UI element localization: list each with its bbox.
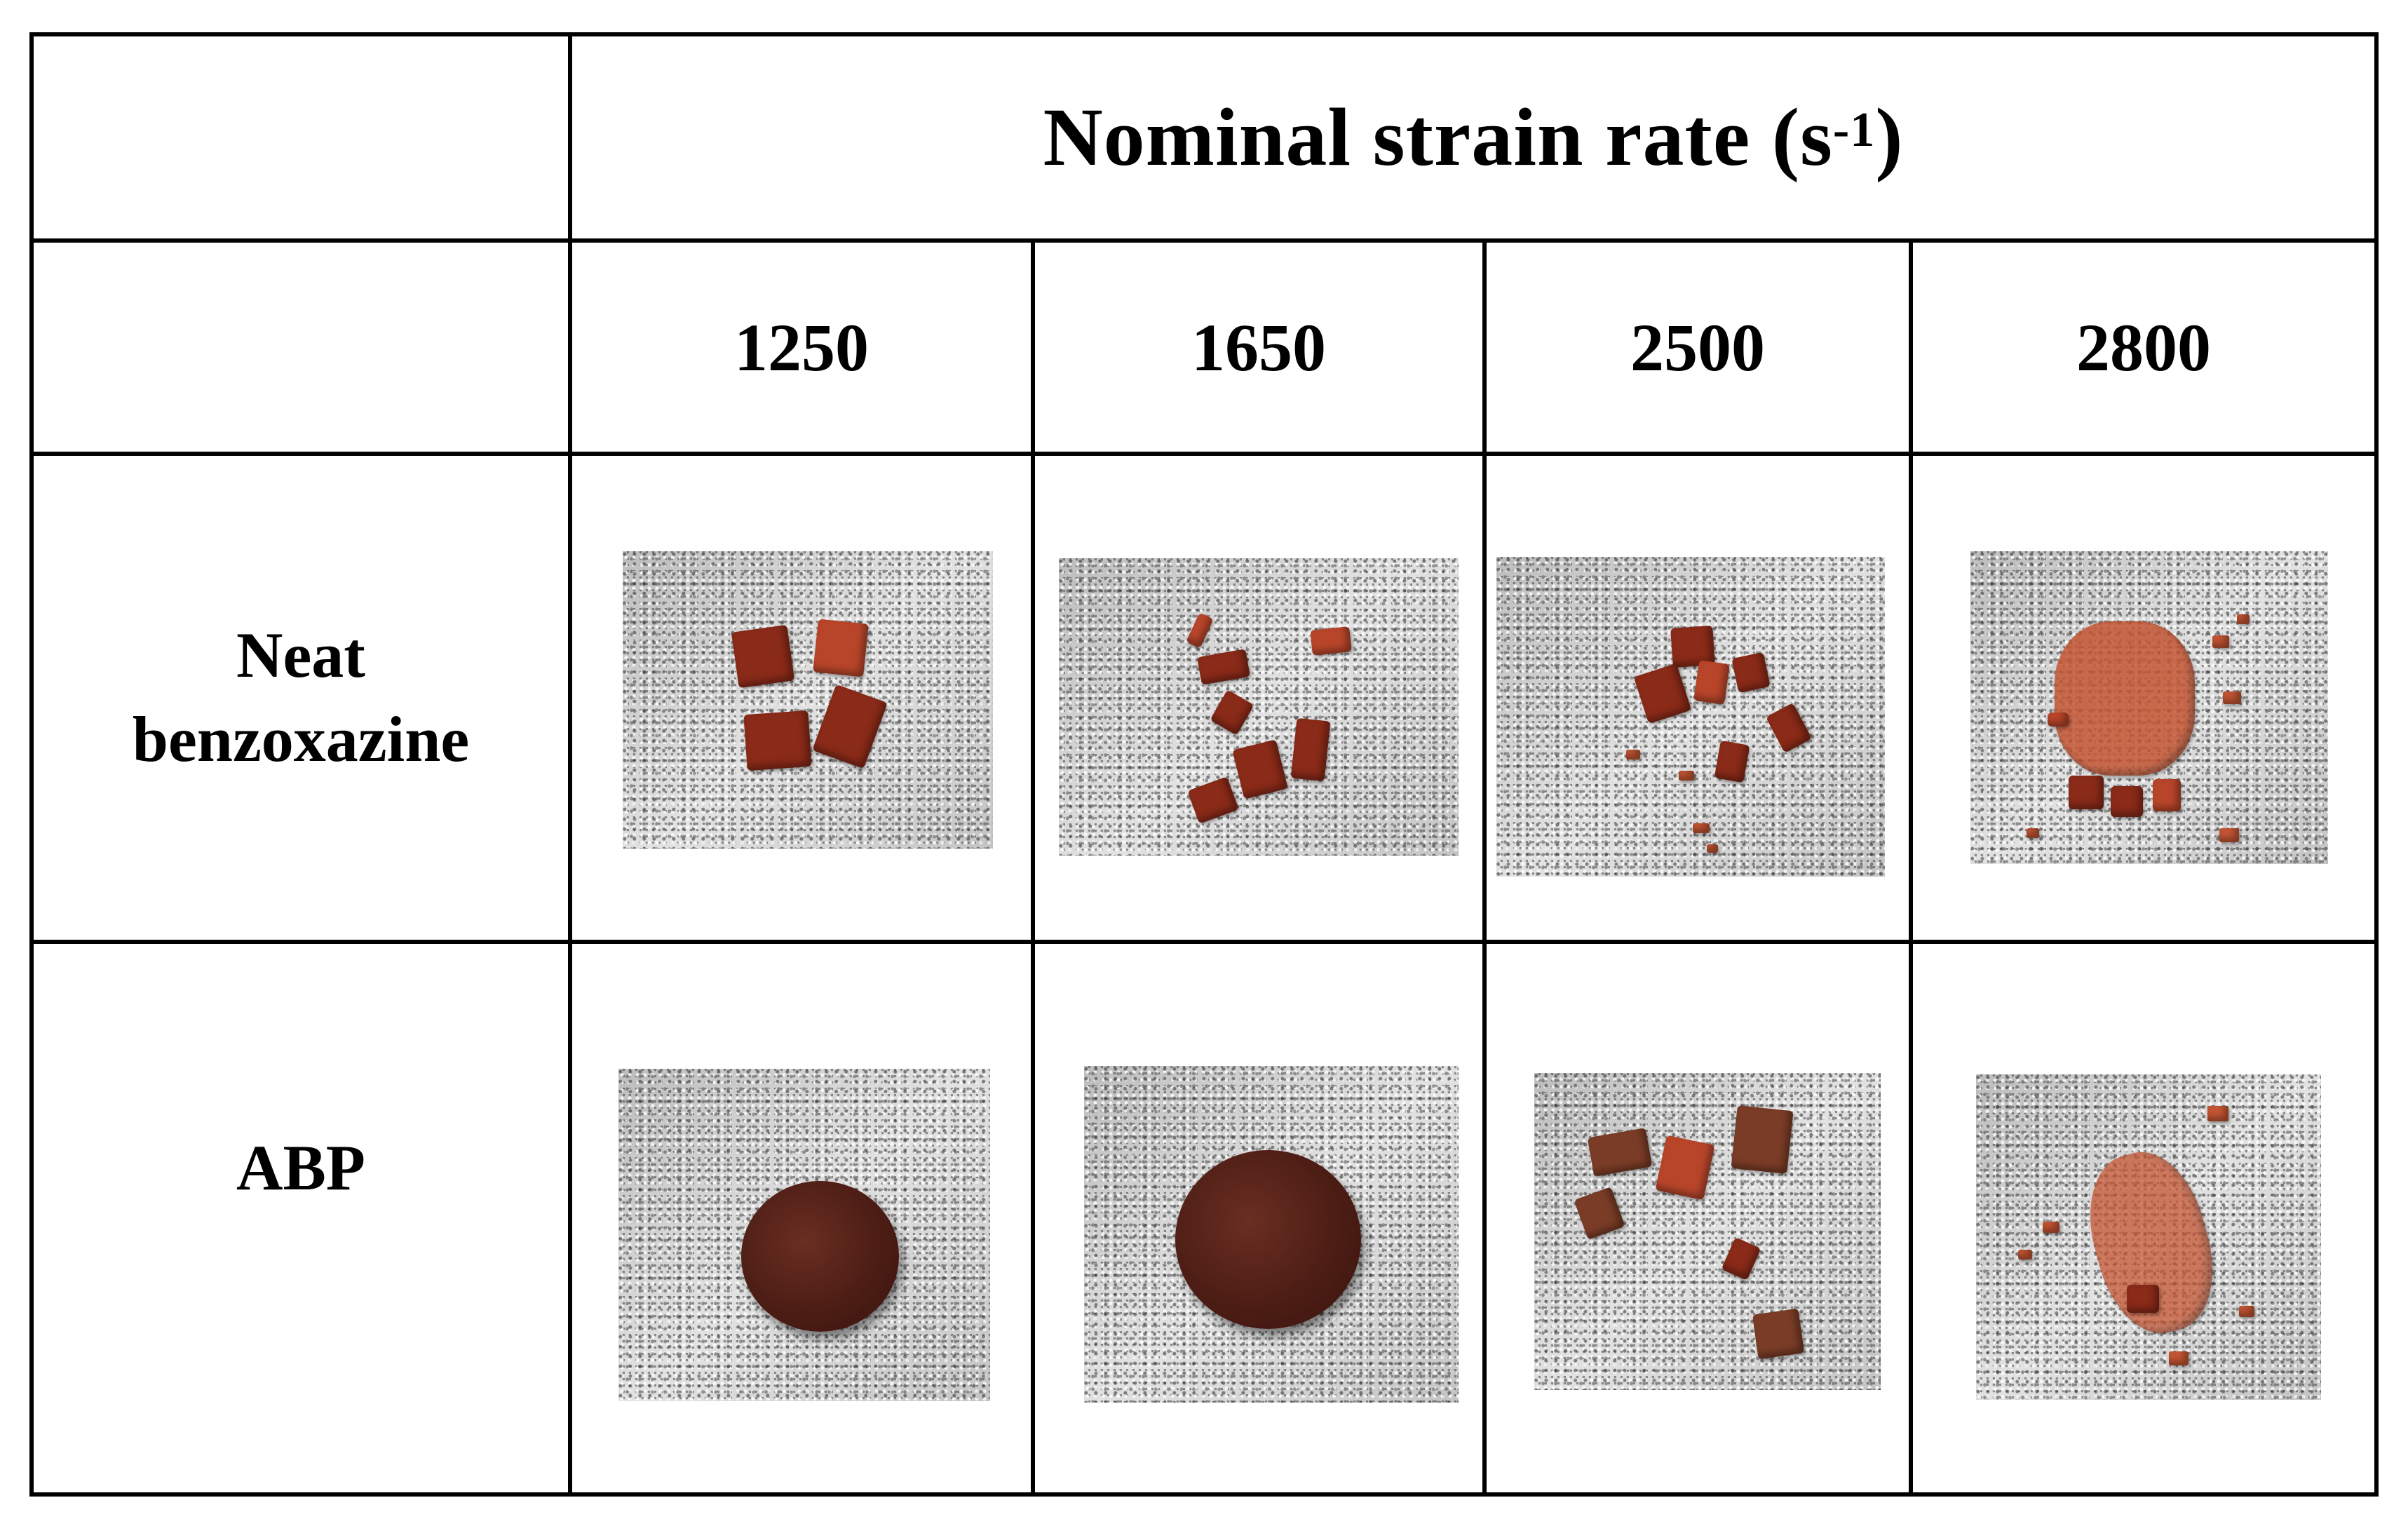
- fragment: [2219, 828, 2239, 842]
- specimen-photo-abp-1650: [1084, 1066, 1459, 1403]
- fragment: [2207, 1106, 2228, 1121]
- row-label-line: benzoxazine: [132, 703, 470, 775]
- fragment: [1290, 717, 1331, 782]
- specimen-photo-neat-2800: [1970, 551, 2328, 864]
- row-label-line: Neat: [236, 619, 365, 691]
- title-superscript: -1: [1832, 103, 1876, 157]
- fragment: [812, 684, 888, 769]
- table-divider: [1909, 238, 1913, 1497]
- fragment: [1655, 1135, 1715, 1201]
- fragment: [2237, 614, 2250, 624]
- fragment: [1626, 750, 1640, 759]
- specimen-disc: [1175, 1150, 1361, 1329]
- fragment: [1210, 689, 1254, 736]
- fragment: [2069, 776, 2104, 809]
- fragment: [813, 619, 869, 677]
- specimen-disc: [741, 1181, 899, 1332]
- fragment: [1693, 660, 1730, 705]
- table-divider: [1482, 238, 1487, 1497]
- fragment: [2239, 1306, 2254, 1317]
- fragment: [1721, 1237, 1761, 1281]
- fragment: [2048, 713, 2069, 727]
- specimen-photo-abp-1250: [618, 1069, 990, 1401]
- strain-rate-header: 2800: [2076, 309, 2211, 385]
- table-divider: [29, 452, 2379, 456]
- fragment: [2111, 786, 2143, 817]
- table-divider: [568, 32, 572, 1497]
- row-label-abp: ABP: [34, 944, 568, 1393]
- fragment: [1232, 739, 1288, 799]
- fragment: [2074, 1140, 2229, 1346]
- specimen-photo-neat-2500: [1496, 557, 1885, 877]
- fragment: [1574, 1187, 1625, 1240]
- fragment: [2127, 1285, 2159, 1313]
- table-divider: [1031, 238, 1035, 1497]
- specimen-photo-abp-2500: [1534, 1073, 1881, 1390]
- fragment: [1765, 703, 1813, 753]
- fragment: [2055, 621, 2195, 776]
- strain-rate-header: 2500: [1630, 309, 1765, 385]
- table-divider: [29, 940, 2379, 944]
- specimen-photo-neat-1250: [623, 551, 993, 849]
- fragment: [1752, 1308, 1805, 1360]
- fragment: [2153, 779, 2181, 811]
- fragment: [1633, 663, 1692, 724]
- fragment: [1187, 776, 1239, 824]
- specimen-photo-neat-1650: [1059, 558, 1459, 856]
- title-text: Nominal strain rate (s: [1043, 91, 1833, 183]
- fragment: [2027, 828, 2039, 838]
- fragment: [2212, 635, 2229, 648]
- fragment: [1310, 626, 1352, 656]
- strain-rate-header: 1650: [1191, 309, 1326, 385]
- fragment: [1714, 740, 1750, 783]
- fragment: [2018, 1250, 2032, 1260]
- row-label-neat-benzoxazine: Neat benzoxazine: [34, 456, 568, 940]
- strain-rate-header: 1250: [734, 309, 869, 385]
- row-label-line: ABP: [236, 1132, 365, 1204]
- fragment: [2223, 691, 2241, 704]
- table-title: Nominal strain rate (s -1): [572, 36, 2374, 238]
- fragment: [2169, 1351, 2189, 1365]
- results-table: [29, 32, 2379, 1497]
- fragment: [1731, 1105, 1794, 1174]
- title-close: ): [1875, 91, 1904, 183]
- specimen-photo-abp-2800: [1976, 1074, 2321, 1400]
- fragment: [1587, 1128, 1653, 1177]
- fragment: [743, 710, 812, 771]
- fragment: [1197, 649, 1250, 685]
- fragment: [1693, 823, 1710, 833]
- fragment: [2043, 1222, 2059, 1233]
- fragment: [1186, 612, 1214, 649]
- fragment: [1707, 844, 1718, 853]
- table-divider: [29, 238, 2379, 243]
- fragment: [1731, 651, 1771, 694]
- fragment: [1679, 771, 1694, 781]
- fragment: [731, 624, 795, 689]
